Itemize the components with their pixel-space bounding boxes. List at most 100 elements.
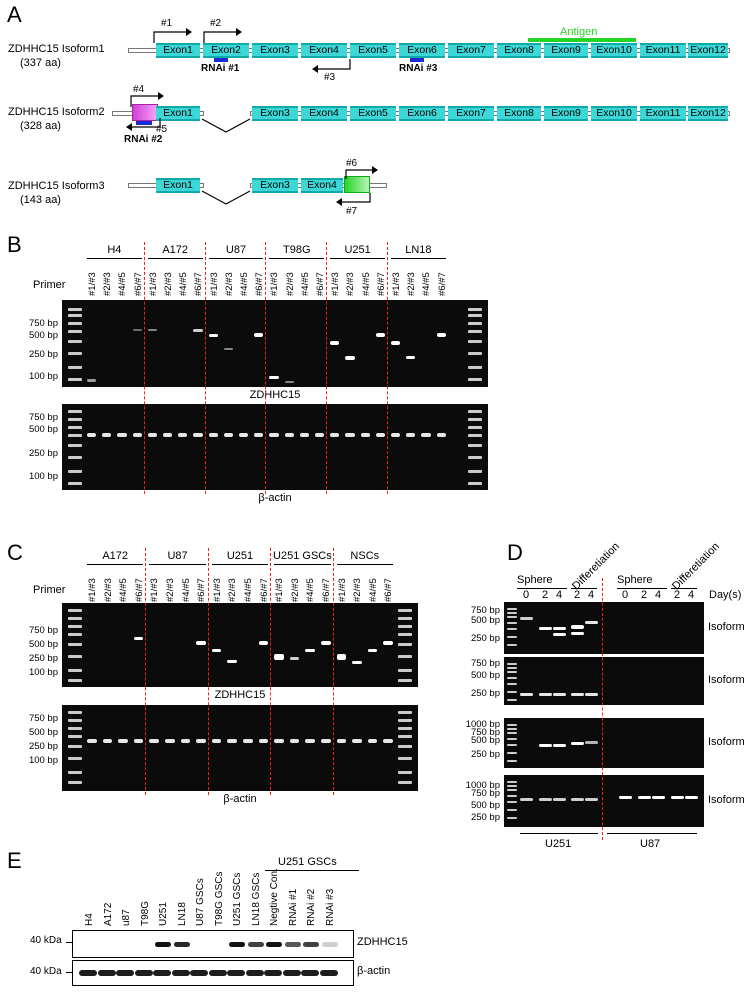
- sphere-label-2: Sphere: [617, 574, 653, 586]
- ladder-band: [507, 677, 517, 679]
- blot-band: [97, 970, 116, 976]
- gel-band: [436, 333, 446, 337]
- ladder-band: [68, 757, 82, 760]
- gel-band: [299, 433, 309, 437]
- gel-band: [553, 693, 566, 696]
- ladder-band: [398, 735, 412, 738]
- diff-line-1: [571, 588, 597, 589]
- ladder-band: [68, 308, 82, 311]
- gel-band: [539, 693, 552, 696]
- gel-band: [178, 433, 188, 437]
- cell-label-u251: U251: [545, 838, 572, 850]
- gel-band: [336, 739, 347, 743]
- wb-lane-label-11: RNAi #1: [287, 888, 299, 926]
- gel-band: [274, 654, 284, 660]
- isoform3-exon1: Exon1: [156, 178, 200, 193]
- gel-band: [360, 433, 370, 437]
- ladder-band: [507, 760, 517, 762]
- ladder-band: [468, 426, 482, 429]
- lane-label-g1-l1: #2/#3: [163, 272, 174, 296]
- group-label-2: U87: [225, 244, 247, 256]
- primer-1-label: #1: [161, 18, 173, 29]
- wb-lane-label-10: Negtive Con.: [269, 868, 280, 926]
- ladder-band: [468, 378, 482, 381]
- isoform2-exon-7: Exon7: [448, 106, 494, 121]
- ladder-band: [507, 728, 517, 730]
- ladder-band: [468, 314, 482, 317]
- gel-caption-top: ZDHHC15: [249, 389, 301, 401]
- ladder-band: [68, 482, 82, 485]
- gel-band: [193, 433, 203, 437]
- gel-band: [375, 333, 385, 337]
- gel-band: [520, 798, 533, 801]
- gel-band: [132, 433, 142, 437]
- day-label-6: 2: [641, 589, 648, 601]
- lane-label-g2-l0: #1/#3: [208, 272, 220, 296]
- group-label-0: A172: [102, 550, 129, 562]
- gel-band: [619, 796, 632, 799]
- ladder-band: [68, 378, 82, 381]
- gel-band: [553, 627, 566, 630]
- isoform2-exon-1: Exon1: [156, 106, 200, 121]
- isoform-gel-label-3: Isoform3: [708, 794, 744, 806]
- gel-band: [269, 376, 279, 379]
- lane-label-g3-l1: #2/#3: [289, 578, 301, 602]
- gel-band: [345, 433, 355, 437]
- lane-label-g1-l2: #4/#5: [180, 578, 192, 602]
- isoform1-exon-11: Exon11: [640, 43, 686, 58]
- isoform2-name: ZDHHC15 Isoform2: [8, 106, 105, 118]
- ladder-band: [68, 366, 82, 369]
- antigen-bar: [528, 38, 636, 42]
- u87-line: [607, 833, 697, 834]
- ladder-band: [68, 410, 82, 413]
- ladder-band: [68, 633, 82, 636]
- gel-band: [406, 356, 416, 359]
- blot-zddhc15: [72, 930, 354, 958]
- sphere-line-1: [517, 588, 567, 589]
- size-marker: 750 bp: [28, 412, 58, 423]
- isoform1-name: ZDHHC15 Isoform1: [8, 43, 105, 55]
- isoform1-aa: (337 aa): [20, 57, 61, 69]
- lane-label-g2-l1: #2/#3: [227, 578, 239, 602]
- gel-band: [163, 433, 173, 437]
- lane-label-g1-l2: #4/#5: [178, 272, 190, 296]
- group-line-0: [87, 258, 142, 259]
- ladder-band: [468, 470, 482, 473]
- lane-label-g5-l0: #1/#3: [391, 272, 402, 296]
- lane-label-g4-l3: #6/#7: [375, 272, 387, 296]
- lane-label-g5-l3: #6/#7: [436, 272, 448, 296]
- lane-label-g0-l1: #2/#3: [102, 272, 114, 296]
- divider-1: [145, 548, 147, 795]
- blot-band: [284, 942, 301, 947]
- ladder-band: [68, 625, 82, 628]
- gel-band: [149, 739, 159, 743]
- gel-band: [284, 433, 294, 437]
- ladder-band: [398, 643, 412, 646]
- ladder-band: [68, 444, 82, 447]
- sphere-label-1: Sphere: [517, 574, 553, 586]
- ladder-band: [398, 711, 412, 714]
- lane-label-g4-l3: #6/#7: [383, 578, 395, 602]
- gel-caption-bottom: β-actin: [223, 793, 257, 805]
- ladder-band: [468, 340, 482, 343]
- gel-band: [147, 329, 157, 331]
- gel-band: [289, 657, 300, 660]
- gel-band: [211, 649, 222, 652]
- ladder-band: [507, 636, 517, 638]
- group-line-1: [147, 258, 203, 259]
- isoform2-exon-9: Exon9: [544, 106, 588, 121]
- group-line-3: [274, 564, 331, 565]
- gel-band: [391, 433, 401, 437]
- ladder-band: [507, 663, 517, 665]
- ladder-band: [507, 781, 517, 783]
- isoform-gel-2: [504, 718, 704, 768]
- gel-band: [571, 625, 584, 629]
- ladder-band: [398, 719, 412, 722]
- blot-label-1: ZDHHC15: [357, 936, 408, 948]
- sphere-line-2: [617, 588, 667, 589]
- size-marker: 750 bp: [28, 625, 58, 636]
- lane-label-g5-l2: #4/#5: [421, 272, 433, 296]
- ladder-band: [68, 745, 82, 748]
- gel-band: [254, 433, 264, 437]
- ladder-band: [68, 456, 82, 459]
